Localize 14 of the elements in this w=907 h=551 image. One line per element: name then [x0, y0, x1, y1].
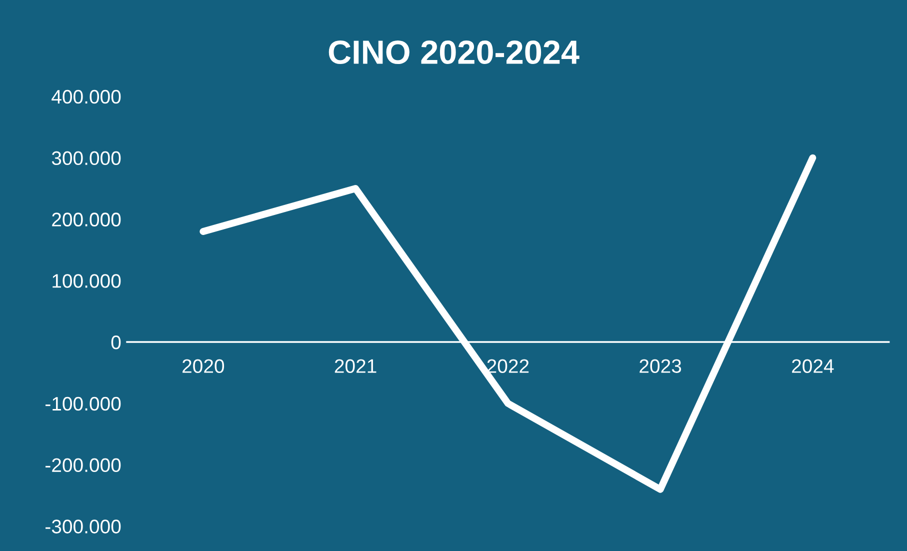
y-tick-label: -200.000: [46, 458, 121, 472]
y-tick-label: 0: [111, 335, 121, 350]
x-tick-label: 2023: [640, 359, 682, 373]
y-tick-label: -100.000: [46, 396, 121, 411]
y-tick-label: 300.000: [52, 151, 121, 166]
x-tick-label: 2024: [792, 359, 834, 373]
x-tick-label: 2021: [334, 359, 376, 373]
y-tick-label: 200.000: [52, 212, 121, 226]
y-tick-label: 400.000: [52, 90, 121, 104]
x-tick-label: 2020: [182, 359, 224, 373]
y-tick-label: 100.000: [52, 274, 121, 288]
x-tick-label: 2022: [487, 359, 529, 373]
y-tick-label: -300.000: [46, 520, 121, 534]
chart-title: CINO 2020-2024: [328, 40, 580, 64]
